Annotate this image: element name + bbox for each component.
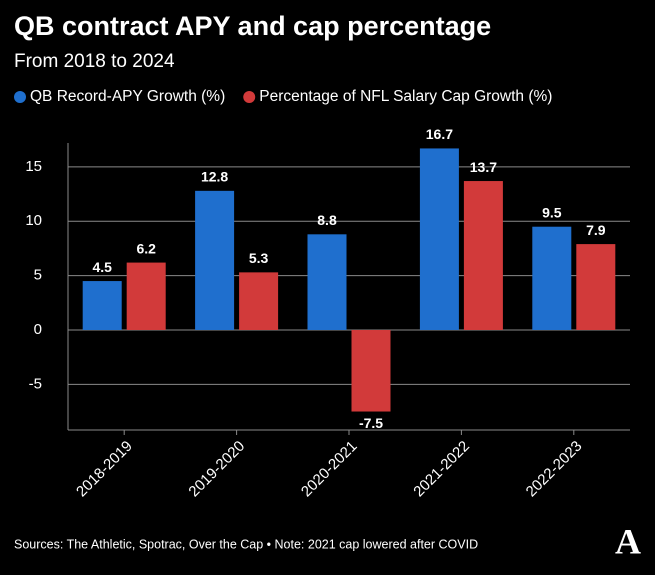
bar bbox=[463, 181, 503, 330]
bar bbox=[82, 281, 122, 330]
y-tick-label: 0 bbox=[34, 321, 42, 338]
value-label: 5.3 bbox=[249, 250, 269, 266]
y-tick-label: -5 bbox=[29, 375, 42, 392]
value-label: 13.7 bbox=[470, 159, 497, 175]
value-label: 8.8 bbox=[317, 212, 337, 228]
bar bbox=[419, 148, 459, 330]
value-label: 12.8 bbox=[201, 169, 228, 185]
bar bbox=[126, 262, 166, 330]
legend-label: QB Record-APY Growth (%) bbox=[30, 88, 225, 105]
source-note: Sources: The Athletic, Spotrac, Over the… bbox=[14, 537, 478, 551]
chart-title: QB contract APY and cap percentage bbox=[14, 11, 491, 41]
x-tick-label: 2021-2022 bbox=[410, 438, 473, 501]
bar bbox=[576, 244, 616, 330]
y-tick-label: 5 bbox=[34, 267, 42, 284]
logo: A bbox=[615, 521, 641, 561]
x-tick-label: 2022-2023 bbox=[523, 438, 586, 501]
legend-swatch bbox=[14, 91, 26, 103]
bar bbox=[532, 226, 572, 330]
value-label: 4.5 bbox=[92, 259, 112, 275]
value-label: 7.9 bbox=[586, 222, 606, 238]
legend-label: Percentage of NFL Salary Cap Growth (%) bbox=[259, 88, 552, 105]
y-tick-label: 10 bbox=[25, 212, 42, 229]
y-tick-label: 15 bbox=[25, 158, 42, 175]
value-label: 9.5 bbox=[542, 204, 562, 220]
legend-swatch bbox=[243, 91, 256, 103]
bar bbox=[239, 272, 279, 330]
bar bbox=[307, 234, 347, 330]
value-label: 6.2 bbox=[136, 240, 156, 256]
x-tick-label: 2018-2019 bbox=[73, 438, 136, 501]
x-tick-label: 2019-2020 bbox=[185, 438, 248, 501]
bar bbox=[351, 329, 391, 412]
value-label: 16.7 bbox=[426, 126, 453, 142]
value-label: -7.5 bbox=[359, 415, 383, 431]
chart-subtitle: From 2018 to 2024 bbox=[14, 51, 175, 72]
bar bbox=[195, 190, 235, 330]
x-tick-label: 2020-2021 bbox=[298, 438, 361, 501]
